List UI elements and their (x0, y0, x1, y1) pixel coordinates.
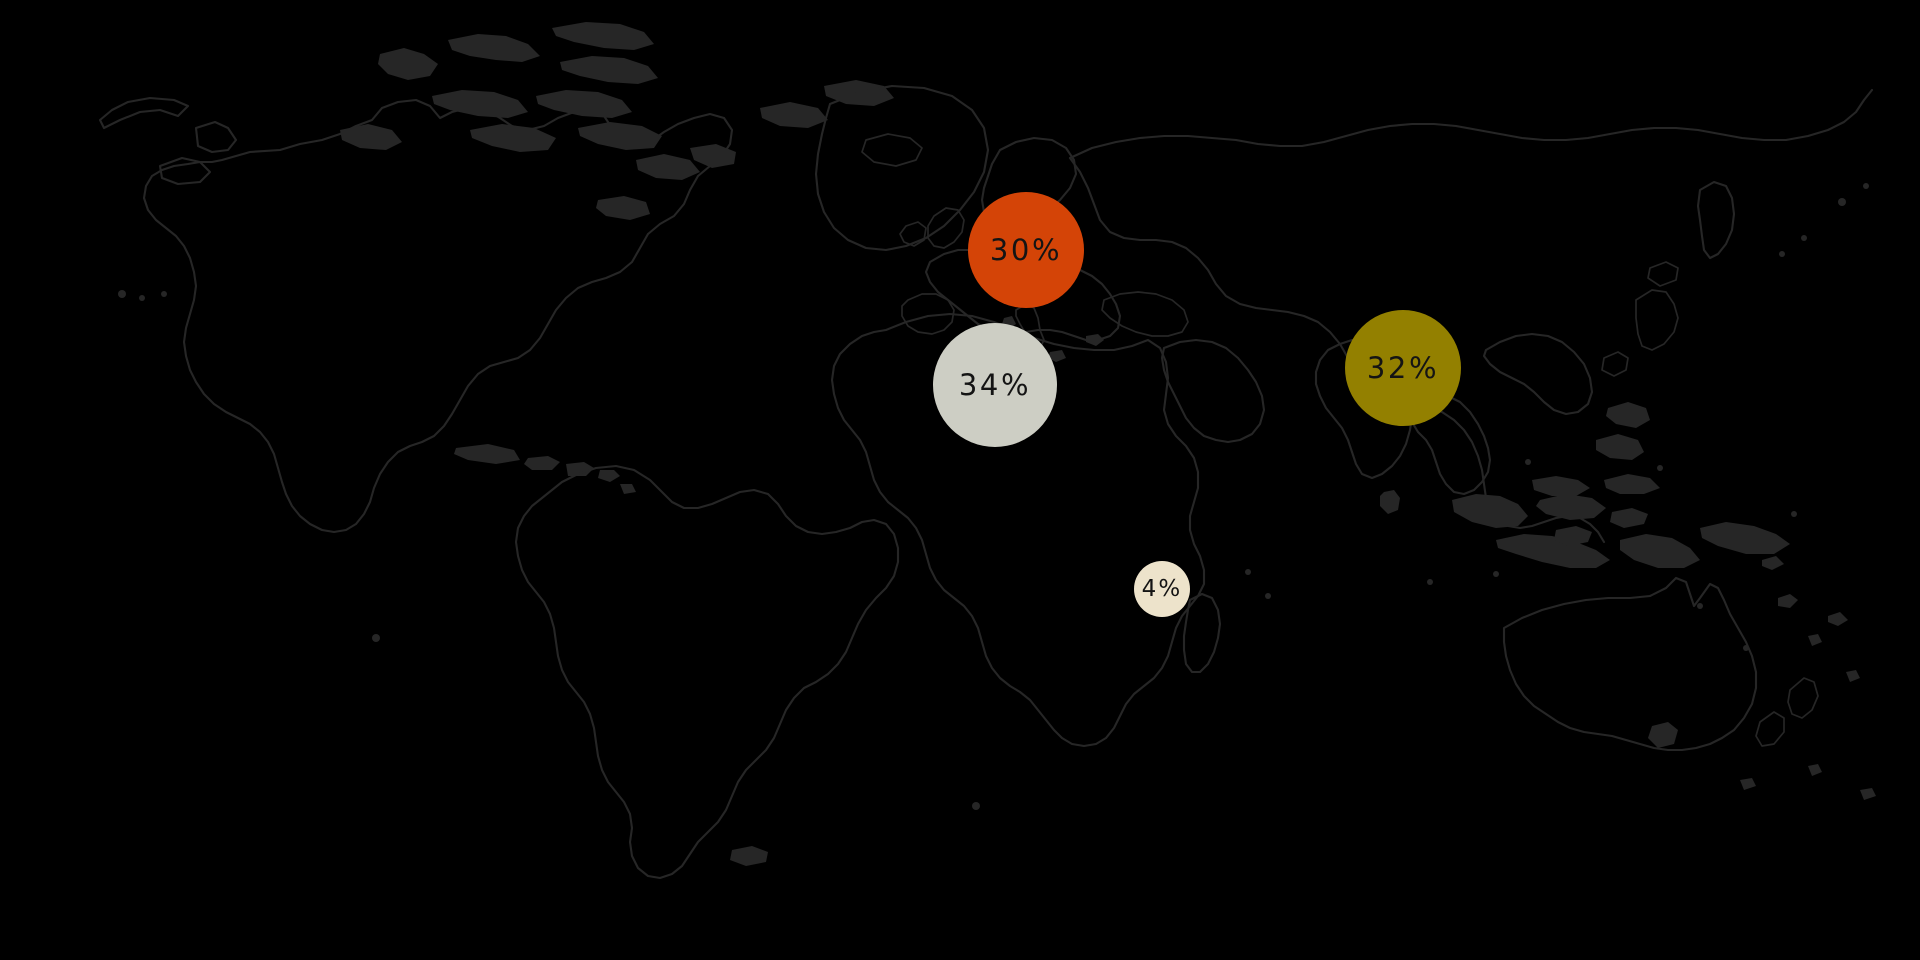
bubble-europe[interactable]: 30% (968, 192, 1084, 308)
bubble-label-south-asia: 32% (1366, 350, 1440, 385)
bubble-label-europe: 30% (989, 232, 1063, 267)
bubble-north-africa[interactable]: 34% (933, 323, 1057, 447)
bubble-label-north-africa: 34% (958, 367, 1032, 402)
bubble-south-asia[interactable]: 32% (1345, 310, 1461, 426)
bubble-east-africa[interactable]: 4% (1134, 561, 1190, 617)
bubble-label-east-africa: 4% (1141, 575, 1183, 602)
